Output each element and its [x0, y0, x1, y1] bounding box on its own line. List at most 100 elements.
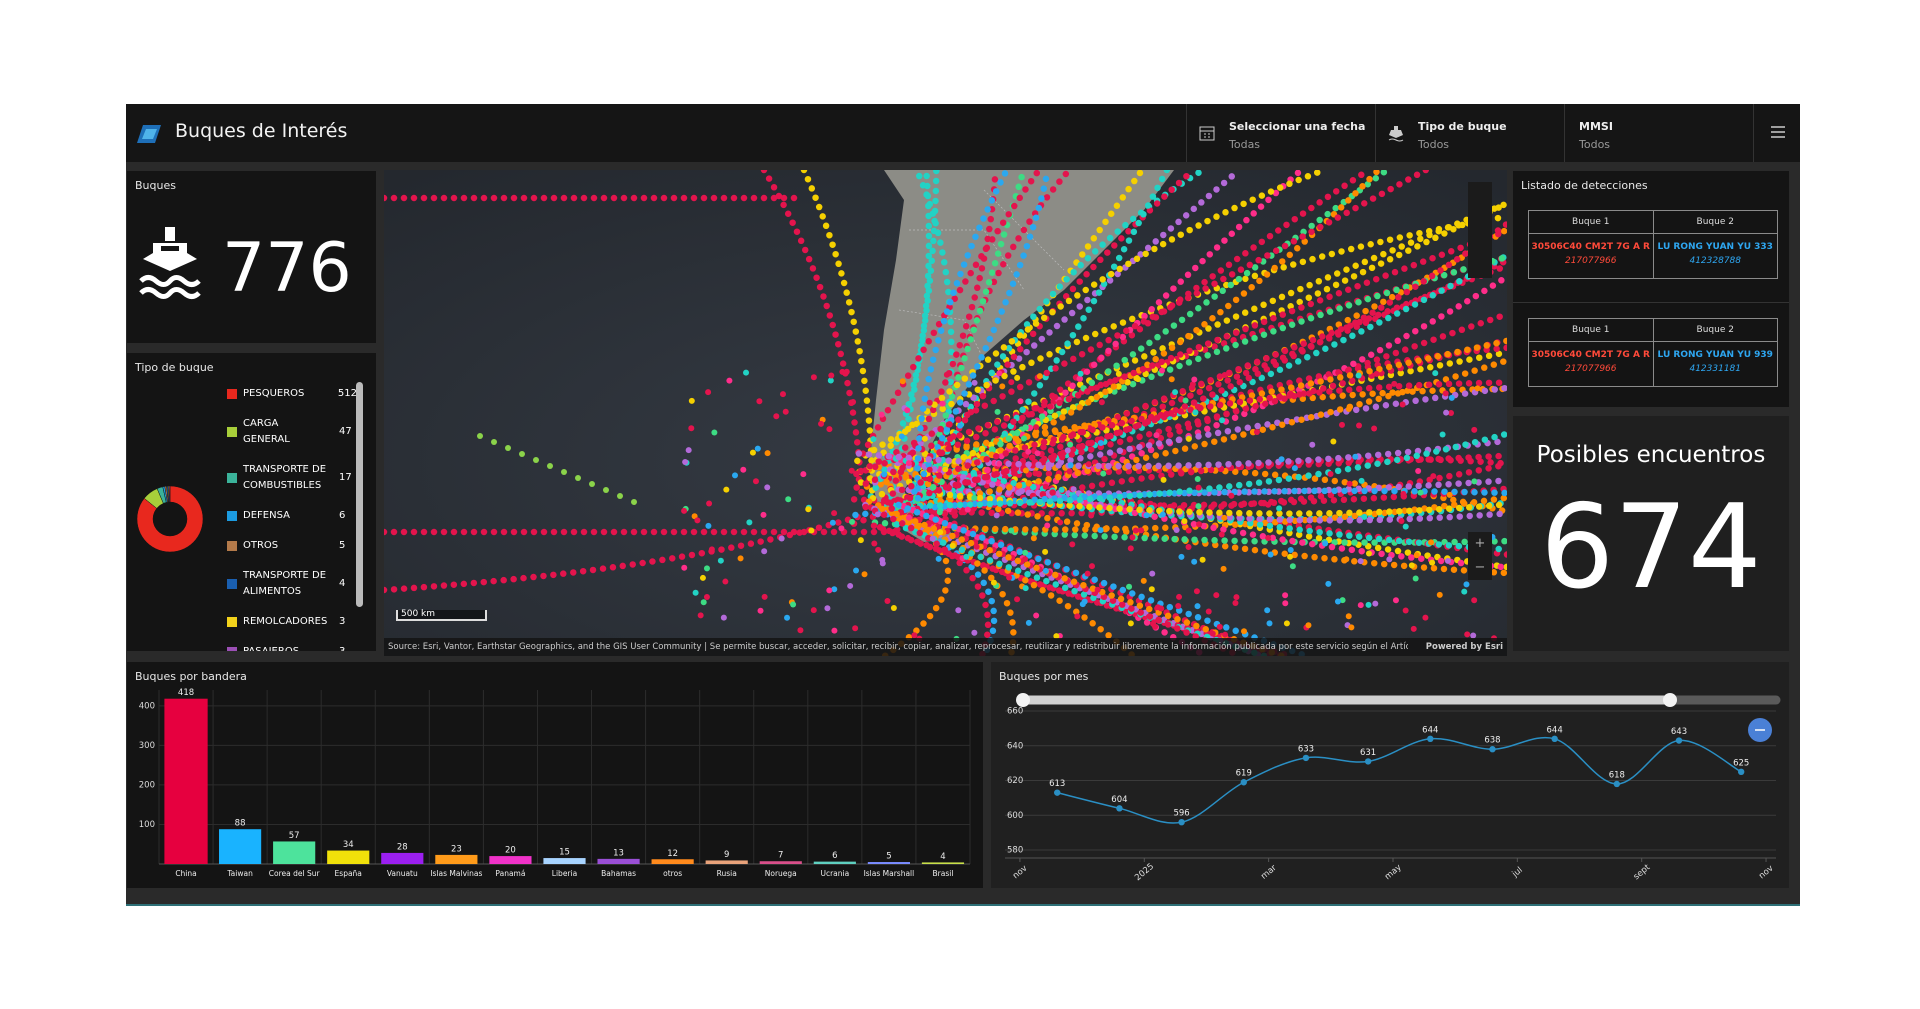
y-tick-label: 200 — [139, 780, 155, 790]
x-tick-label: Liberia — [552, 869, 577, 878]
attribution: Source: Esri, Vantor, Earthstar Geograph… — [388, 642, 1408, 652]
y-tick-label: 620 — [1007, 776, 1023, 786]
vessel-position — [1052, 394, 1059, 401]
vessel-position — [754, 445, 761, 452]
vessel-position — [1267, 551, 1274, 558]
vessel-track — [896, 430, 1507, 510]
data-point — [1054, 789, 1061, 796]
x-tick-label: Panamá — [495, 869, 525, 878]
vessel-position — [1094, 586, 1101, 593]
scrollbar[interactable] — [356, 382, 363, 607]
vessel-position — [1084, 570, 1091, 577]
legend-label: DEFENSA — [243, 510, 290, 521]
data-label: 644 — [1547, 725, 1563, 735]
mmsi-filter[interactable]: MMSI Todos — [1564, 104, 1754, 162]
map-toolbar[interactable] — [1468, 182, 1492, 278]
vessel-position — [1365, 601, 1372, 608]
vessel-position — [779, 391, 786, 398]
filter-value: Todas — [1229, 138, 1261, 151]
vessel-track — [866, 170, 1328, 471]
vessel-position — [1402, 523, 1409, 530]
legend-swatch — [227, 647, 237, 651]
zoom-controls[interactable]: + − — [1468, 532, 1492, 580]
vessel-position — [1042, 567, 1049, 574]
vessel-position — [706, 500, 713, 507]
vessel-position — [1448, 394, 1455, 401]
donut-chart — [136, 485, 204, 553]
vessel-track — [933, 337, 1507, 454]
vessel-position — [1443, 409, 1450, 416]
slider-handle[interactable] — [1663, 693, 1677, 707]
vessel-position — [1148, 586, 1155, 593]
vessel-position — [784, 614, 791, 621]
vessel-position — [1176, 593, 1183, 600]
line-chart: 580 600 620 640 660 nov 2025 mar may jul sept nov 61… — [1005, 693, 1781, 884]
vessel-position — [1436, 591, 1443, 598]
vessel-position — [1058, 486, 1065, 493]
vessel-position — [1391, 380, 1398, 387]
vessel-position — [943, 371, 950, 378]
vessel-position — [945, 421, 952, 428]
x-tick-label: Noruega — [765, 869, 797, 878]
vessel-position — [1098, 399, 1105, 406]
icon-shape — [1389, 126, 1403, 138]
vessel-position — [937, 529, 944, 536]
vessel-2: LU RONG YUAN YU 939 412331181 — [1654, 342, 1778, 386]
data-label: 613 — [1049, 779, 1065, 789]
vessel-track — [887, 454, 1507, 571]
vessel-position — [1471, 426, 1478, 433]
vessel-position — [1194, 403, 1201, 410]
panel-title: Listado de detecciones — [1521, 179, 1648, 192]
vessel-position — [1175, 603, 1182, 610]
legend-item: PASAJEROS 3 — [227, 644, 357, 651]
vessel-position — [1474, 385, 1481, 392]
column-header: Buque 1 — [1529, 319, 1654, 342]
vessel-position — [761, 548, 768, 555]
vessel-position — [839, 368, 846, 375]
slider-handle[interactable] — [1016, 693, 1030, 707]
vessel-position — [1287, 546, 1294, 553]
vessel-track — [867, 220, 1507, 511]
vessel-position — [764, 484, 771, 491]
vessel-position — [1429, 559, 1436, 566]
map[interactable] — [384, 170, 1507, 656]
x-tick-label: jul — [1510, 865, 1525, 880]
vessel-position — [1372, 600, 1379, 607]
data-point — [1302, 754, 1310, 762]
vessel-track — [914, 170, 1010, 502]
vessel-position — [692, 589, 699, 596]
x-tick-label: 2025 — [1133, 862, 1156, 884]
data-point — [1675, 737, 1683, 744]
vessel-position — [1025, 619, 1032, 626]
vessel-name: LU RONG YUAN YU 939 — [1657, 350, 1773, 360]
map-panel[interactable]: + − 500 km Source: Esri, Vantor, Earthsta… — [384, 170, 1507, 656]
bar — [381, 852, 424, 864]
vessel-track — [907, 357, 1507, 511]
data-point — [1116, 805, 1123, 812]
panel-title: Buques — [135, 179, 176, 192]
x-tick-label: España — [335, 869, 362, 878]
vessel-position — [1160, 476, 1167, 483]
data-label: 88 — [235, 819, 246, 829]
legend-value: 3 — [339, 616, 346, 627]
vessel-position — [1081, 598, 1088, 605]
vessel-position — [1022, 467, 1029, 474]
vessel-position — [1014, 374, 1021, 381]
menu-button[interactable] — [1753, 104, 1801, 162]
vessel-position — [899, 378, 906, 385]
type-filter[interactable]: Tipo de buque Todos — [1375, 104, 1565, 162]
date-filter[interactable]: Seleccionar una fecha Todas — [1186, 104, 1376, 162]
vessels-indicator: Buques 776 — [127, 171, 376, 343]
x-tick-label: Bahamas — [601, 869, 636, 878]
vessel-position — [760, 511, 767, 518]
detection-card[interactable]: Buque 1 Buque 2 30506C40 CM2T 7G A R 21707… — [1528, 318, 1778, 387]
vessel-position — [1178, 553, 1185, 560]
vessel-position — [993, 512, 1000, 519]
vessel-track — [853, 253, 1507, 478]
detection-card[interactable]: Buque 1 Buque 2 30506C40 CM2T 7G A R 21707… — [1528, 210, 1778, 279]
vessel-position — [1358, 477, 1365, 484]
data-point — [1364, 758, 1372, 765]
panel-title: Buques por bandera — [135, 670, 247, 683]
vessel-position — [1448, 409, 1455, 416]
